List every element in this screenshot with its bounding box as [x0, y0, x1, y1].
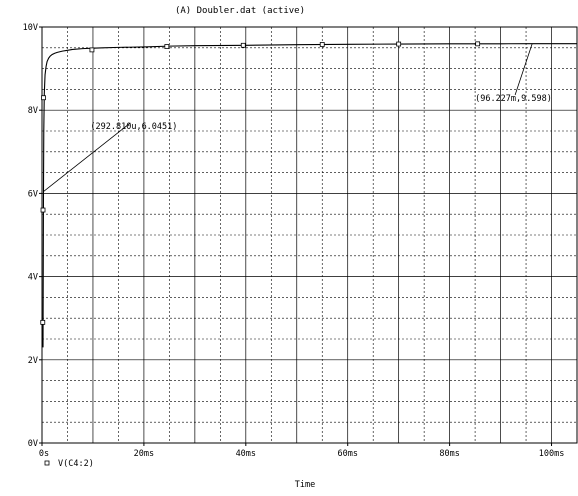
y-tick-label: 6V	[28, 189, 38, 199]
annotation-pointer	[514, 43, 533, 96]
x-tick-label: 20ms	[134, 449, 154, 459]
x-axis-label: Time	[295, 480, 315, 490]
axis-ticks: 0s 20ms 40ms 60ms 80ms 100ms 0V 2V 4V 6V 8V 10V	[23, 23, 565, 459]
annotation-label: (96.227m,9.598)	[475, 94, 552, 104]
series-marker	[40, 207, 46, 213]
legend-entry: V(C4:2)	[58, 459, 94, 469]
series-marker	[164, 44, 170, 49]
x-tick-label: 100ms	[539, 449, 565, 459]
annotation-label: (292.810u,6.0451)	[90, 122, 177, 132]
legend-marker	[44, 460, 50, 466]
series-marker	[89, 47, 95, 53]
grid	[42, 27, 577, 443]
series-marker	[240, 42, 246, 48]
y-tick-label: 0V	[28, 439, 38, 449]
plot-frame	[41, 26, 578, 444]
series-marker	[41, 95, 46, 101]
series-layer	[40, 41, 578, 348]
y-tick-label: 2V	[28, 356, 38, 366]
chart-title: (A) Doubler.dat (active)	[175, 6, 305, 16]
x-tick-label: 0s	[39, 449, 49, 459]
annotations: (292.810u,6.0451) (96.227m,9.598)	[43, 43, 552, 192]
annotation-pointer	[43, 122, 131, 192]
y-tick-label: 4V	[28, 273, 38, 283]
series-line	[42, 43, 578, 348]
series-marker	[319, 42, 325, 47]
series-marker	[40, 319, 46, 325]
y-tick-label: 8V	[28, 106, 38, 116]
y-tick-label: 10V	[23, 23, 38, 33]
series-marker	[475, 41, 481, 47]
series-marker	[396, 41, 402, 47]
legend: V(C4:2)	[44, 459, 94, 469]
x-tick-label: 60ms	[337, 449, 357, 459]
x-tick-label: 40ms	[236, 449, 256, 459]
x-tick-label: 80ms	[439, 449, 459, 459]
